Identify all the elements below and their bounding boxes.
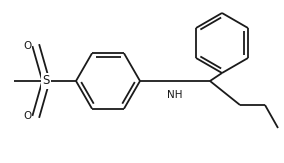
- Text: O: O: [23, 111, 31, 121]
- Text: NH: NH: [167, 90, 183, 100]
- Text: S: S: [42, 74, 50, 88]
- Text: O: O: [23, 41, 31, 51]
